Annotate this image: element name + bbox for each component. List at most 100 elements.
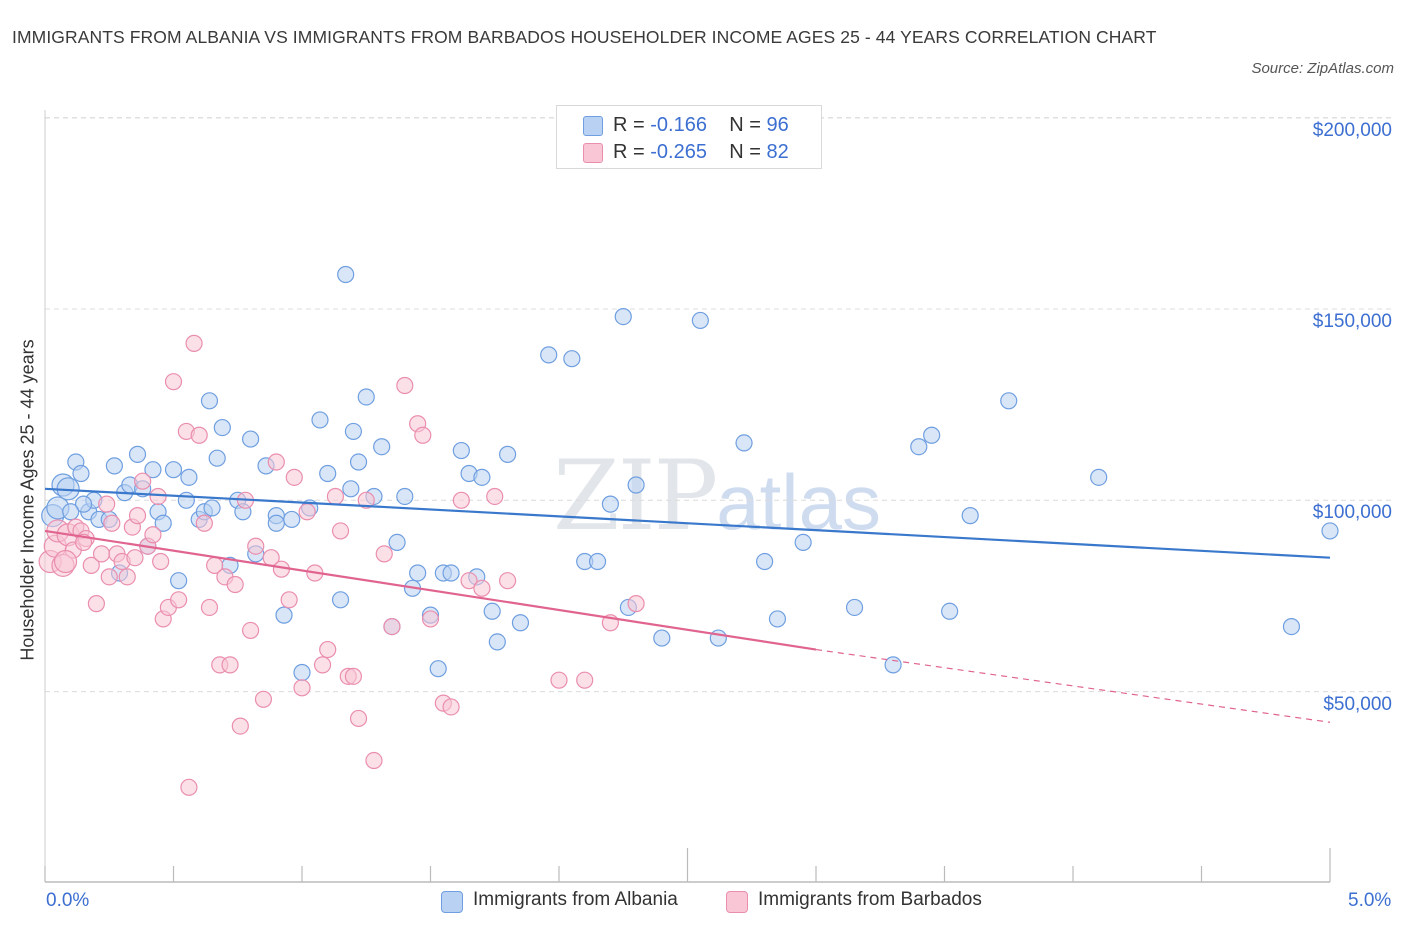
legend-gap [707, 114, 729, 136]
albania-point [691, 311, 709, 330]
legend-swatch-barbados [583, 143, 603, 163]
albania-point [627, 476, 645, 494]
barbados-point [627, 595, 645, 613]
data-points [38, 265, 1339, 796]
legend-r-label: R = [613, 114, 651, 136]
albania-point [483, 602, 501, 620]
barbados-point [185, 334, 203, 352]
albania-point [709, 629, 727, 647]
barbados-point [267, 453, 285, 471]
barbados-point [460, 572, 478, 590]
albania-point [275, 606, 293, 624]
albania-point [180, 468, 198, 486]
albania-point [601, 495, 620, 513]
y-tick-label: $100,000 [1312, 502, 1392, 524]
barbados-point [164, 373, 183, 391]
albania-point [488, 633, 506, 651]
albania-point [768, 610, 787, 628]
albania-point [349, 453, 368, 471]
albania-point [396, 487, 414, 506]
bottom-legend-swatch-albania [441, 891, 463, 913]
albania-point [213, 418, 231, 437]
albania-point [653, 629, 671, 647]
barbados-point [144, 526, 162, 544]
albania-point [357, 388, 375, 406]
y-tick-label: $200,000 [1312, 119, 1392, 141]
albania-point [540, 346, 558, 364]
albania-point [884, 656, 902, 674]
albania-point [267, 514, 285, 532]
albania-point [442, 564, 460, 582]
barbados-point [442, 698, 460, 716]
legend-text-albania: R = -0.166 N = 96 [613, 114, 789, 137]
albania-point [283, 510, 301, 529]
albania-point [208, 449, 226, 467]
barbados-point [226, 575, 244, 594]
albania-point [62, 503, 80, 521]
barbados-point [100, 568, 118, 586]
barbados-point [170, 591, 188, 609]
albania-trend-line [44, 487, 1331, 559]
barbados-point [180, 778, 198, 796]
albania-point [511, 614, 530, 632]
legend-r-label: R = [613, 141, 651, 163]
source-label: Source: ZipAtlas.com [1251, 60, 1394, 77]
barbados-point [149, 487, 167, 506]
barbados-point [87, 595, 106, 613]
barbados-point [421, 610, 440, 628]
albania-point [200, 392, 219, 410]
barbados-point [82, 556, 100, 574]
albania-point [177, 491, 195, 509]
barbados-point [396, 376, 414, 395]
albania-point [170, 572, 188, 590]
bottom-legend-swatch-barbados [726, 891, 748, 913]
barbados-point [247, 537, 265, 555]
albania-point [293, 663, 311, 682]
legend-gap [707, 141, 729, 163]
barbados-point [92, 545, 111, 563]
albania-point [242, 430, 260, 448]
bottom-legend-label-albania: Immigrants from Albania [473, 889, 678, 910]
barbados-point [103, 514, 121, 532]
barbados-point [126, 549, 144, 567]
albania-point [105, 457, 123, 475]
albania-point [614, 308, 632, 326]
albania-point [588, 552, 607, 571]
barbados-point [231, 717, 249, 735]
barbados-point [499, 572, 517, 590]
barbados-point [53, 549, 78, 574]
albania-point [72, 464, 90, 483]
albania-point [344, 422, 362, 441]
barbados-point [280, 591, 298, 609]
albania-point [1282, 617, 1301, 636]
legend-n-value: 96 [766, 114, 789, 136]
barbados-point [242, 621, 260, 640]
barbados-point [298, 503, 316, 521]
watermark-zip: ZIP [553, 440, 718, 552]
barbados-point [473, 579, 491, 597]
albania-point [342, 480, 360, 498]
albania-point [1090, 468, 1108, 486]
barbados-point [326, 487, 345, 506]
albania-point [845, 598, 864, 617]
barbados-trend-extension [815, 648, 1331, 723]
albania-point [755, 552, 774, 571]
barbados-point [285, 468, 303, 486]
legend-n-label: N = [729, 114, 767, 136]
axes [44, 110, 1331, 883]
albania-point [337, 265, 355, 284]
y-axis-label: Householder Income Ages 25 - 44 years [17, 339, 38, 661]
x-tick-label-max: 5.0% [1348, 890, 1392, 911]
albania-point [373, 438, 391, 456]
watermark: ZIPatlas [553, 440, 881, 552]
albania-point [1000, 392, 1018, 410]
legend-r-value: -0.265 [650, 141, 707, 163]
barbados-point [357, 491, 375, 509]
y-tick-label: $50,000 [1323, 693, 1392, 715]
x-tick-label-min: 0.0% [46, 890, 90, 911]
barbados-point [190, 426, 208, 444]
albania-point [144, 461, 162, 479]
barbados-point [375, 545, 393, 563]
barbados-point [134, 472, 152, 490]
chart-title: IMMIGRANTS FROM ALBANIA VS IMMIGRANTS FR… [12, 27, 1157, 47]
